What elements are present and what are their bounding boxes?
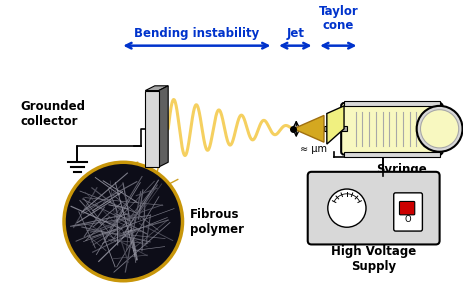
Circle shape xyxy=(64,162,182,281)
Text: ≈ μm: ≈ μm xyxy=(300,144,327,154)
Circle shape xyxy=(328,189,366,227)
FancyBboxPatch shape xyxy=(341,103,442,155)
Text: Bending instability: Bending instability xyxy=(134,27,259,40)
Polygon shape xyxy=(145,86,168,91)
Text: Grounded
collector: Grounded collector xyxy=(20,100,85,128)
Circle shape xyxy=(417,106,463,152)
Polygon shape xyxy=(159,86,168,167)
Text: Jet: Jet xyxy=(286,27,304,40)
FancyBboxPatch shape xyxy=(145,91,159,167)
Text: Taylor
cone: Taylor cone xyxy=(319,5,358,32)
Polygon shape xyxy=(327,106,344,144)
Text: Fibrous
polymer: Fibrous polymer xyxy=(190,208,244,235)
Text: High Voltage
Supply: High Voltage Supply xyxy=(331,245,416,274)
FancyBboxPatch shape xyxy=(344,152,439,157)
FancyBboxPatch shape xyxy=(308,172,439,244)
Text: Syringe
pump: Syringe pump xyxy=(376,163,427,191)
Circle shape xyxy=(420,110,459,148)
FancyBboxPatch shape xyxy=(344,101,439,106)
FancyBboxPatch shape xyxy=(324,126,347,131)
Text: O: O xyxy=(405,215,411,224)
FancyBboxPatch shape xyxy=(400,201,415,215)
Polygon shape xyxy=(293,115,324,142)
FancyBboxPatch shape xyxy=(394,193,422,231)
